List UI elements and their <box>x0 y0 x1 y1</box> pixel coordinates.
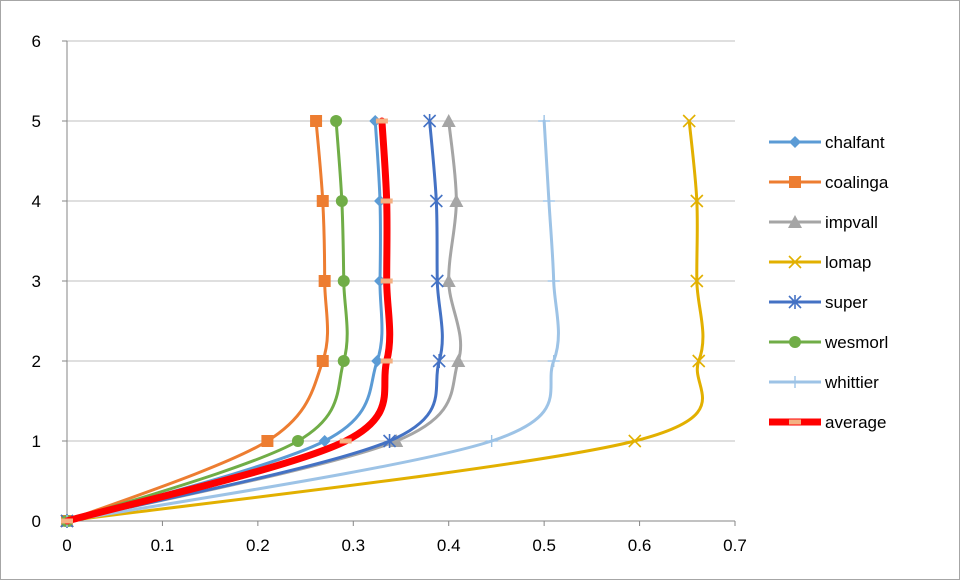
series-super <box>60 114 446 528</box>
legend-item-whittier: whittier <box>769 373 879 392</box>
x-tick-label: 0.3 <box>341 536 365 555</box>
axes: 0 1 2 3 4 5 6 0 0.1 0.2 0.3 0.4 0.5 0.6 0.7 <box>32 32 747 555</box>
data-point-wesmorl <box>337 275 350 287</box>
data-point-average <box>380 278 393 284</box>
legend-item-average: average <box>769 413 886 432</box>
legend-label: chalfant <box>825 133 885 152</box>
legend-label: whittier <box>824 373 879 392</box>
data-point-average <box>339 438 352 444</box>
legend-marker <box>788 255 802 269</box>
data-point-lomap <box>692 354 706 368</box>
data-point-coalinga <box>310 115 323 127</box>
legend-marker <box>788 215 802 228</box>
y-tick-label: 2 <box>32 352 41 371</box>
data-point-whittier <box>547 355 560 367</box>
legend-item-lomap: lomap <box>769 253 871 272</box>
data-point-super <box>429 194 443 208</box>
legend-marker <box>789 336 801 348</box>
legend-marker <box>789 136 801 148</box>
data-point-impvall <box>451 354 466 367</box>
data-point-lomap <box>628 434 642 448</box>
y-tick-label: 0 <box>32 512 41 531</box>
legend-label: coalinga <box>825 173 889 192</box>
series-line-wesmorl <box>65 119 349 523</box>
legend-label: lomap <box>825 253 871 272</box>
data-point-average <box>375 118 388 124</box>
data-point-super <box>430 274 444 288</box>
y-tick-label: 1 <box>32 432 41 451</box>
data-point-whittier <box>542 195 555 207</box>
data-point-impvall <box>449 194 464 207</box>
data-point-wesmorl <box>330 115 343 127</box>
data-point-wesmorl <box>335 195 348 207</box>
data-point-wesmorl <box>337 355 350 367</box>
data-point-super <box>432 354 446 368</box>
data-point-whittier <box>485 435 498 447</box>
legend-label: impvall <box>825 213 878 232</box>
legend-item-wesmorl: wesmorl <box>769 333 888 352</box>
data-point-super <box>423 114 437 128</box>
series-line-lomap <box>65 119 705 523</box>
x-tick-label: 0.1 <box>151 536 175 555</box>
x-tick-label: 0.6 <box>628 536 652 555</box>
data-point-chalfant <box>369 115 382 127</box>
data-point-whittier <box>538 115 551 127</box>
data-point-average <box>380 198 393 204</box>
legend-item-coalinga: coalinga <box>769 173 889 192</box>
data-point-super <box>382 434 397 448</box>
legend-item-impvall: impvall <box>769 213 878 232</box>
legend-label: wesmorl <box>824 333 888 352</box>
data-point-impvall <box>441 274 456 287</box>
data-point-coalinga <box>318 275 331 287</box>
legend-item-super: super <box>769 293 868 312</box>
legend-label: super <box>825 293 868 312</box>
data-point-lomap <box>682 114 696 128</box>
legend: chalfant coalinga impvall lomap super wesmorl… <box>769 133 889 432</box>
data-point-lomap <box>690 194 704 208</box>
data-point-chalfant <box>318 435 331 447</box>
data-point-average <box>61 518 73 524</box>
x-tick-label: 0.2 <box>246 536 270 555</box>
x-tick-label: 0.7 <box>723 536 747 555</box>
data-point-coalinga <box>261 435 274 447</box>
series-chalfant <box>61 115 387 527</box>
x-tick-label: 0 <box>62 536 71 555</box>
data-point-coalinga <box>316 355 329 367</box>
data-point-chalfant <box>371 355 384 367</box>
series-layer <box>60 114 706 528</box>
data-point-chalfant <box>374 195 387 207</box>
legend-marker <box>789 376 801 388</box>
gridlines <box>67 40 735 442</box>
data-point-average <box>380 358 393 364</box>
data-point-wesmorl <box>291 435 304 447</box>
legend-item-chalfant: chalfant <box>769 133 885 152</box>
series-line-whittier <box>65 119 560 523</box>
data-point-chalfant <box>374 275 387 287</box>
legend-label: average <box>825 413 886 432</box>
x-tick-label: 0.4 <box>437 536 461 555</box>
x-tick-label: 0.5 <box>532 536 556 555</box>
data-point-lomap <box>690 274 704 288</box>
legend-marker <box>789 176 801 188</box>
series-wesmorl <box>61 115 350 527</box>
series-line-impvall <box>65 119 463 523</box>
legend-marker <box>788 295 802 309</box>
y-tick-label: 3 <box>32 272 41 291</box>
data-point-whittier <box>547 275 560 287</box>
data-point-impvall <box>441 114 456 127</box>
y-tick-label: 4 <box>32 192 41 211</box>
y-tick-label: 5 <box>32 112 41 131</box>
legend-marker <box>789 419 801 425</box>
data-point-coalinga <box>316 195 329 207</box>
series-average <box>61 117 394 525</box>
y-tick-label: 6 <box>32 32 41 51</box>
